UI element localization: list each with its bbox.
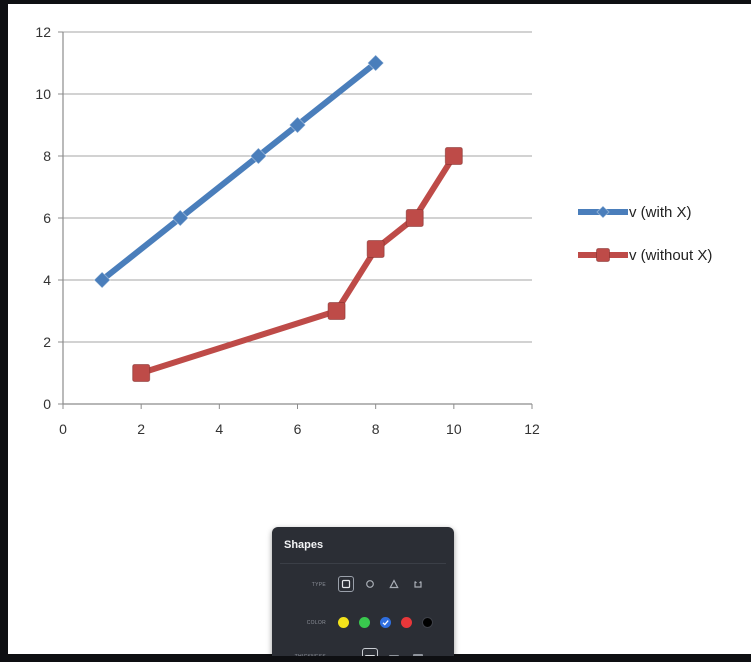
legend-entry-1: v (with X)	[578, 204, 692, 221]
circle-icon	[366, 580, 374, 588]
square-marker	[444, 147, 463, 165]
color-blue-swatch[interactable]	[380, 617, 391, 628]
square-icon	[341, 579, 351, 589]
legend-label: v (without X)	[629, 247, 712, 264]
bottom-bar	[0, 656, 751, 662]
x-tick-label: 0	[59, 421, 67, 437]
axes: 0 2 4 6 8 10 12 0 2 4 6 8 10 12	[35, 24, 540, 437]
diamond-marker	[171, 209, 189, 227]
series-line	[138, 153, 457, 376]
color-black-swatch[interactable]	[422, 617, 433, 628]
diamond-marker	[596, 205, 610, 219]
x-tick-label: 10	[446, 421, 462, 437]
diamond-marker	[249, 147, 268, 165]
color-red-swatch[interactable]	[401, 617, 412, 628]
triangle-icon	[389, 579, 399, 589]
type-label: TYPE	[311, 582, 326, 588]
grid	[63, 31, 532, 343]
cup-icon	[414, 581, 422, 588]
color-label: COLOR	[306, 620, 326, 626]
shape-type-triangle-button[interactable]	[386, 576, 402, 592]
shape-type-cup-button[interactable]	[410, 576, 426, 592]
shape-type-circle-button[interactable]	[362, 576, 378, 592]
shape-type-square-button[interactable]	[338, 576, 354, 592]
y-tick-label: 2	[43, 334, 51, 350]
y-tick-label: 10	[35, 86, 51, 102]
shapes-panel-title: Shapes	[284, 539, 324, 551]
x-tick-label: 4	[215, 421, 223, 437]
series	[93, 54, 463, 382]
diamond-marker	[288, 116, 307, 134]
diamond-marker	[93, 271, 111, 289]
square-marker	[405, 209, 424, 227]
line-chart: 0 2 4 6 8 10 12 0 2 4 6 8 10 12 v (with X) v (without …	[35, 24, 712, 437]
legend-label: v (with X)	[629, 204, 692, 221]
x-tick-label: 2	[137, 421, 145, 437]
check-icon	[382, 620, 389, 626]
x-tick-label: 12	[524, 421, 540, 437]
y-tick-label: 6	[43, 210, 51, 226]
y-tick-label: 12	[35, 24, 51, 40]
diamond-marker	[366, 54, 385, 72]
color-yellow-swatch[interactable]	[338, 617, 349, 628]
shapes-divider	[280, 563, 446, 564]
y-tick-label: 8	[43, 148, 51, 164]
x-tick-label: 6	[294, 421, 302, 437]
legend: v (with X) v (without X)	[578, 204, 712, 264]
shapes-panel: Shapes TYPE COLOR THICKNESS	[272, 527, 454, 662]
square-marker	[596, 248, 610, 262]
square-marker	[366, 240, 385, 258]
legend-entry-2: v (without X)	[578, 247, 712, 264]
y-tick-label: 4	[43, 272, 51, 288]
series-2	[132, 147, 463, 382]
square-marker	[132, 364, 151, 382]
x-tick-label: 8	[372, 421, 380, 437]
series-line	[99, 60, 379, 283]
square-marker	[327, 302, 346, 320]
color-green-swatch[interactable]	[359, 617, 370, 628]
y-tick-label: 0	[43, 396, 51, 412]
series-1	[93, 54, 385, 289]
